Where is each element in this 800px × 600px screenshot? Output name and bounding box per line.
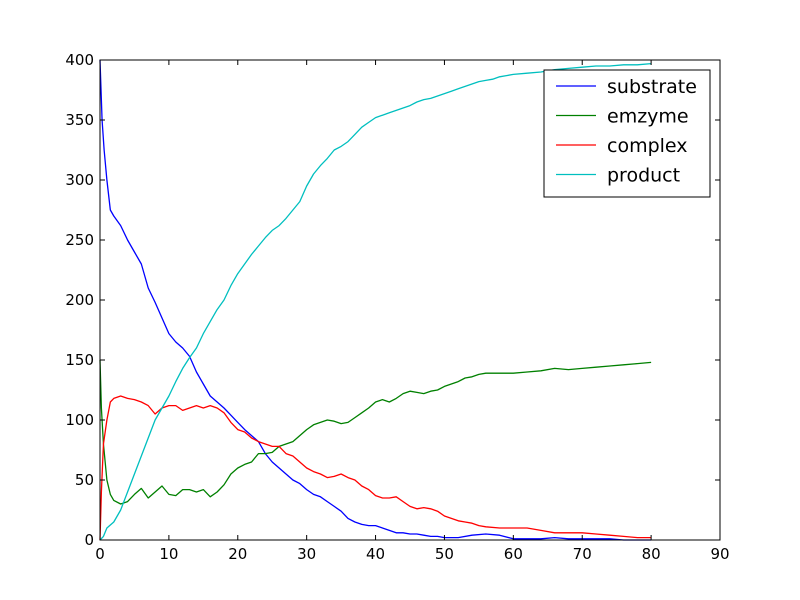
y-tick-label: 400 <box>65 51 94 69</box>
tick-layer: 0 10 20 30 40 50 60 70 80 90 0 50 100 150 200 250 300 350… <box>65 51 729 563</box>
y-tick-label: 200 <box>65 291 94 309</box>
x-tick-label: 0 <box>95 545 105 563</box>
legend-label: product <box>607 165 680 187</box>
y-tick-label: 0 <box>84 531 94 549</box>
x-tick-label: 20 <box>228 545 247 563</box>
y-tick-label: 100 <box>65 411 94 429</box>
x-tick-label: 30 <box>297 545 316 563</box>
legend-entry-emzyme: emzyme <box>556 106 689 128</box>
y-tick-label: 300 <box>65 171 94 189</box>
x-tick-label: 80 <box>642 545 661 563</box>
legend-entry-substrate: substrate <box>556 76 697 98</box>
legend-label: substrate <box>607 76 697 98</box>
x-tick-label: 70 <box>573 545 592 563</box>
y-tick-label: 350 <box>65 111 94 129</box>
x-tick-label: 10 <box>159 545 178 563</box>
legend-entry-complex: complex <box>556 135 688 157</box>
legend-box <box>543 69 711 198</box>
legend: substrate emzyme complex product <box>543 69 711 198</box>
series-line-emzyme <box>99 359 652 505</box>
y-tick-label: 50 <box>75 471 94 489</box>
series-line-substrate <box>99 59 652 541</box>
series-layer <box>99 59 652 541</box>
series-line-product <box>99 62 652 541</box>
legend-entry-product: product <box>556 165 680 187</box>
legend-label: emzyme <box>607 106 689 128</box>
x-tick-label: 40 <box>366 545 385 563</box>
x-tick-label: 60 <box>504 545 523 563</box>
y-tick-label: 250 <box>65 231 94 249</box>
y-tick-label: 150 <box>65 351 94 369</box>
legend-label: complex <box>607 135 688 157</box>
x-tick-label: 90 <box>710 545 729 563</box>
x-tick-label: 50 <box>435 545 454 563</box>
